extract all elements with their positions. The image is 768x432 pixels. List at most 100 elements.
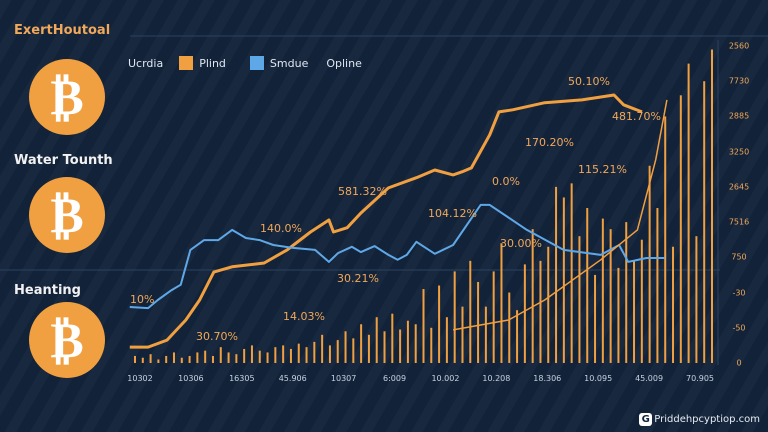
x-tick-label: 10307	[330, 374, 357, 383]
data-label: 0.0%	[492, 175, 520, 188]
bitcoin-icon: ₿	[29, 59, 105, 135]
bar	[477, 281, 480, 363]
bar	[430, 327, 433, 363]
bar	[625, 222, 628, 363]
bar	[414, 324, 417, 363]
x-tick-label: 6:009	[383, 374, 407, 383]
legend-title: Ucrdia	[128, 56, 164, 70]
bar	[609, 229, 612, 363]
data-label: 10%	[130, 293, 155, 306]
watermark: G Priddehpcyptiop.com	[639, 413, 760, 426]
bar	[640, 239, 643, 363]
sidebar-label-text: ExertHoutoal	[14, 23, 111, 38]
bar	[578, 236, 581, 363]
bar	[141, 357, 144, 363]
series-line-2	[129, 203, 665, 310]
legend-label: Opline	[326, 56, 362, 70]
bar	[422, 289, 425, 363]
series-line-1	[129, 93, 643, 349]
bar	[165, 355, 168, 363]
bar	[360, 324, 363, 363]
bar	[211, 355, 214, 363]
bar	[258, 350, 261, 363]
bar	[344, 331, 347, 363]
y-tick-label: 7730	[728, 76, 750, 86]
bar	[297, 343, 300, 363]
data-label: 30.21%	[337, 272, 379, 285]
bar	[516, 310, 519, 363]
y-tick-label: 7516	[728, 217, 750, 227]
x-tick-label: 18.306	[533, 374, 562, 383]
bar	[617, 267, 620, 363]
y-tick-label: 0	[736, 358, 742, 368]
data-label: 170.20%	[525, 136, 574, 149]
x-tick-label: 10302	[127, 374, 153, 383]
bar	[445, 317, 448, 363]
bar	[336, 340, 339, 363]
y-tick-label: -30	[732, 288, 746, 298]
bar	[274, 347, 277, 363]
bar	[282, 345, 285, 363]
bar	[321, 334, 324, 363]
data-label: 115.21%	[578, 163, 627, 176]
x-tick-label: 10306	[178, 374, 204, 383]
bar	[508, 292, 511, 363]
bar	[219, 347, 222, 363]
bar	[461, 306, 464, 363]
chart-legend: Ucrdia Plind Smdue Opline	[128, 56, 362, 70]
bar	[243, 348, 246, 363]
bar	[367, 334, 370, 363]
data-label: 581.32%	[338, 185, 387, 198]
bar	[391, 313, 394, 363]
sidebar-label: Water Tounth	[14, 153, 113, 168]
y-tick-label: 2560	[728, 41, 750, 51]
bar	[672, 246, 675, 363]
bar	[562, 197, 565, 363]
bar	[328, 345, 331, 363]
data-label: 14.03%	[283, 310, 325, 323]
bar	[469, 260, 472, 363]
bar	[204, 350, 207, 363]
bar	[375, 317, 378, 363]
bar	[531, 229, 534, 363]
bar	[648, 165, 651, 363]
x-tick-label: 16305	[229, 374, 255, 383]
bar	[687, 63, 690, 363]
logo-icon: G	[639, 413, 653, 426]
x-tick-label: 45.906	[278, 374, 307, 383]
bar	[180, 357, 183, 363]
bar	[172, 352, 175, 363]
bitcoin-icon: ₿	[29, 177, 105, 253]
bar	[656, 208, 659, 363]
bar	[149, 354, 152, 363]
bar	[555, 186, 558, 363]
bar	[305, 347, 308, 363]
x-tick-label: 70.905	[686, 374, 714, 383]
y-tick-label: 750	[731, 252, 747, 262]
bar	[492, 271, 495, 363]
bar	[196, 352, 199, 363]
y-tick-label: 3250	[728, 147, 750, 157]
bar	[438, 285, 441, 363]
bar	[227, 352, 230, 363]
x-tick-label: 45.009	[635, 374, 664, 383]
y-tick-label: 2645	[728, 182, 750, 192]
bar	[570, 183, 573, 363]
bar	[406, 320, 409, 363]
bar	[235, 354, 238, 363]
bar	[313, 341, 316, 363]
y-tick-label: -50	[732, 323, 746, 333]
legend-swatch-orange	[179, 56, 194, 70]
bar	[695, 236, 698, 363]
data-label: 30.70%	[196, 330, 238, 343]
bar	[586, 208, 589, 363]
data-label: 30.00%	[500, 237, 542, 250]
sidebar-label: ExertHoutoal	[14, 23, 110, 38]
bar	[664, 116, 667, 363]
y-tick-label: 2885	[728, 111, 750, 121]
bar	[352, 338, 355, 363]
bar	[539, 260, 542, 363]
bar	[594, 274, 597, 363]
bar	[633, 260, 636, 363]
